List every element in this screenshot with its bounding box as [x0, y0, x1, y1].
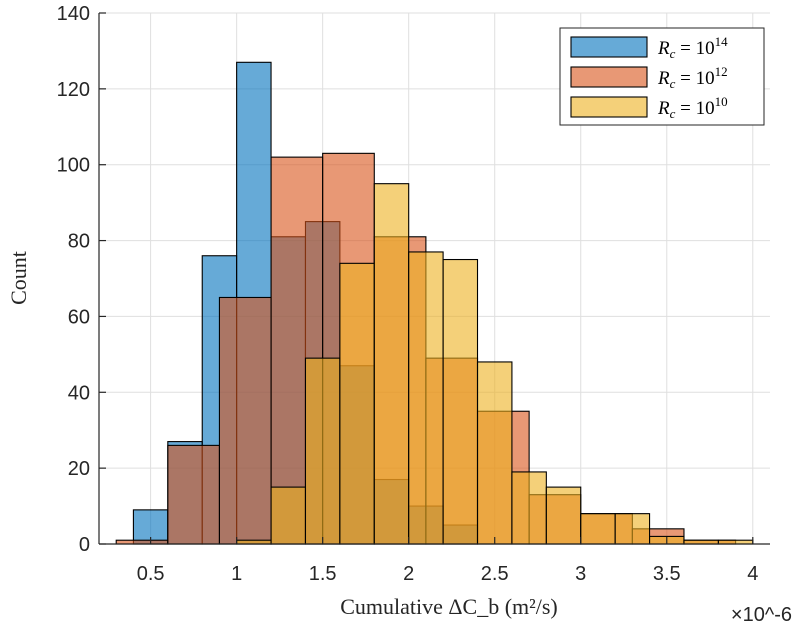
legend-entry-label: Rc = 1014: [657, 34, 728, 61]
x-tick-label: 0.5: [137, 563, 165, 585]
bar: [373, 183, 410, 545]
y-tick-label: 20: [68, 458, 90, 480]
y-tick-label: 0: [79, 534, 90, 556]
x-tick-label: 4: [747, 563, 758, 585]
bar: [270, 156, 324, 545]
bar: [580, 513, 616, 545]
bar: [270, 486, 307, 545]
x-axis-scale-factor: ×10^-6: [731, 604, 792, 626]
x-axis-title: Cumulative ΔC_b (m²/s): [340, 594, 558, 619]
y-axis-title: Count: [6, 251, 31, 305]
y-tick-label: 120: [57, 79, 90, 101]
histogram-bars: [115, 61, 754, 545]
bar: [218, 296, 272, 545]
bar: [167, 444, 220, 545]
bar: [408, 251, 444, 545]
x-tick-label: 3.5: [653, 563, 681, 585]
y-tick-label: 100: [57, 155, 90, 177]
legend-entry-label: Rc = 1010: [657, 94, 728, 121]
axes: [98, 12, 770, 545]
legend-entry-label: Rc = 1012: [657, 64, 728, 91]
x-tick-label: 2: [403, 563, 414, 585]
x-tick-label: 3: [575, 563, 586, 585]
y-tick-label: 40: [68, 382, 90, 404]
bar: [511, 471, 547, 545]
legend-swatch: [570, 36, 648, 58]
y-tick-label: 140: [57, 3, 90, 25]
x-tick-label: 1: [231, 563, 242, 585]
series-3-bars: [236, 183, 754, 545]
legend: Rc = 1014 Rc = 1012 Rc = 1010: [559, 27, 765, 126]
y-tick-label: 60: [68, 306, 90, 328]
bar: [339, 262, 375, 545]
legend-swatch: [570, 66, 648, 88]
bar: [545, 486, 582, 545]
legend-swatch: [570, 96, 648, 118]
bar: [442, 258, 479, 545]
bar: [476, 361, 513, 545]
bar: [304, 357, 341, 545]
x-tick-label: 2.5: [481, 563, 509, 585]
x-tick-label: 1.5: [309, 563, 337, 585]
y-tick-label: 80: [68, 231, 90, 253]
bar: [614, 513, 651, 545]
